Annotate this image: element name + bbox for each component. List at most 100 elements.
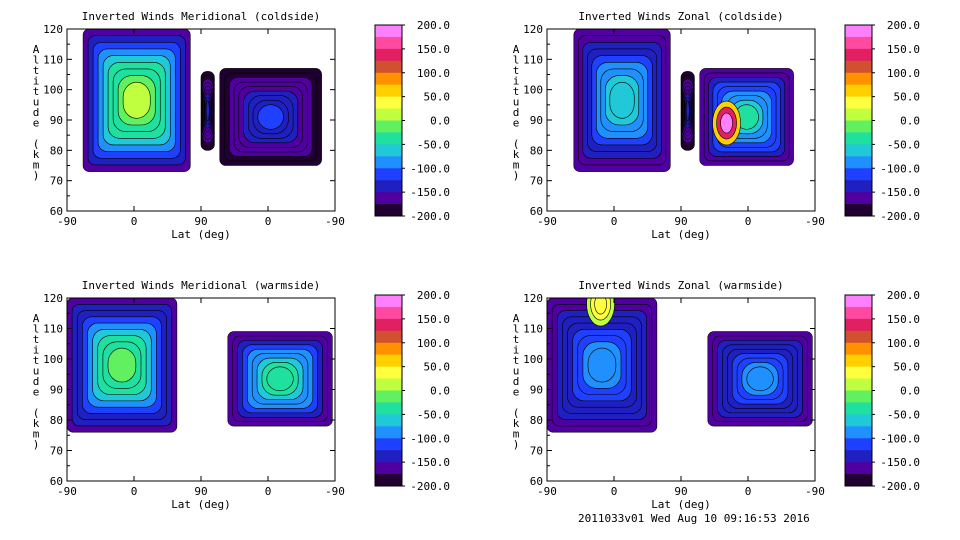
y-axis-label-char: u — [33, 365, 40, 378]
contour-level-1-9 — [609, 81, 635, 119]
x-tick-label: -90 — [57, 215, 77, 228]
colorbar: 200.0 150.0 100.0 50.0 0.0 -50.0 -100.0 -150.0 -… — [374, 289, 450, 493]
colorbar-tick-label: -150.0 — [880, 456, 920, 469]
contour-level-1-9 — [587, 347, 617, 383]
y-tick-label: 90 — [50, 384, 63, 397]
colorbar-tick-label: 150.0 — [887, 313, 920, 326]
colorbar-swatch — [845, 96, 872, 110]
y-tick-label: 60 — [530, 475, 543, 488]
x-axis-label: Lat (deg) — [651, 228, 711, 241]
y-axis-label-char: t — [33, 64, 40, 77]
contour-peak-3 — [594, 298, 607, 315]
y-axis-label-char: i — [513, 344, 520, 357]
y-axis-label-char: l — [513, 323, 520, 336]
y-axis-label-char: t — [33, 333, 40, 346]
y-tick-label: 80 — [530, 144, 543, 157]
colorbar-tick-label: -100.0 — [410, 432, 450, 445]
y-tick-label: 110 — [523, 53, 543, 66]
x-tick-label: 0 — [131, 215, 138, 228]
y-axis-label-char: l — [33, 323, 40, 336]
y-tick-label: 60 — [50, 205, 63, 218]
y-axis-label-char: m — [33, 428, 40, 441]
y-axis-label-char: i — [33, 344, 40, 357]
y-tick-label: 100 — [523, 353, 543, 366]
colorbar-tick-label: -200.0 — [880, 210, 920, 223]
colorbar-swatch — [375, 462, 402, 475]
colorbar-swatch — [375, 180, 402, 193]
y-axis-label-char: ( — [33, 138, 40, 151]
colorbar-tick-label: -50.0 — [887, 408, 920, 421]
y-axis-label-char: d — [513, 106, 520, 119]
colorbar-tick-label: -200.0 — [410, 210, 450, 223]
y-axis-label-char: e — [513, 117, 520, 130]
x-tick-label: 0 — [131, 485, 138, 498]
y-axis-label-char: u — [33, 96, 40, 109]
colorbar-swatch — [845, 120, 872, 133]
y-tick-label: 70 — [530, 445, 543, 458]
y-axis-label-char: ( — [33, 407, 40, 420]
y-tick-label: 80 — [530, 414, 543, 427]
contour-level-2-9 — [685, 100, 690, 122]
colorbar-tick-label: 200.0 — [887, 289, 920, 302]
y-tick-label: 70 — [530, 175, 543, 188]
y-tick-label: 80 — [50, 414, 63, 427]
colorbar-swatch — [375, 96, 402, 110]
colorbar-swatch — [845, 295, 872, 308]
y-tick-label: 90 — [530, 114, 543, 127]
colorbar-tick-label: -150.0 — [410, 456, 450, 469]
colorbar-swatch — [845, 84, 872, 98]
colorbar: 200.0 150.0 100.0 50.0 0.0 -50.0 -100.0 -150.0 -… — [844, 289, 920, 493]
colorbar-swatch — [375, 120, 402, 133]
y-axis-label-char: m — [33, 159, 40, 172]
colorbar-tick-label: -50.0 — [417, 408, 450, 421]
y-axis-label-char: t — [513, 333, 520, 346]
x-tick-label: 0 — [265, 485, 272, 498]
colorbar-swatch — [845, 438, 872, 451]
x-axis-label: Lat (deg) — [171, 228, 231, 241]
colorbar-tick-label: -200.0 — [410, 480, 450, 493]
contour-level-3-9 — [257, 104, 284, 130]
contour-level-1-9 — [122, 81, 151, 119]
y-tick-label: 70 — [50, 445, 63, 458]
colorbar-swatch — [375, 295, 402, 308]
x-tick-label: 90 — [674, 215, 687, 228]
y-tick-label: 100 — [523, 84, 543, 97]
x-tick-label: -90 — [325, 215, 345, 228]
colorbar-swatch — [375, 378, 402, 391]
x-tick-label: -90 — [805, 485, 825, 498]
colorbar-tick-label: -100.0 — [880, 432, 920, 445]
x-tick-label: -90 — [805, 215, 825, 228]
x-tick-label: 0 — [265, 215, 272, 228]
chart-panel-3: Inverted Winds Meridional (warmside) -90 0… — [33, 279, 450, 511]
colorbar-swatch — [845, 168, 872, 181]
colorbar-swatch — [845, 366, 872, 380]
y-tick-label: 60 — [530, 205, 543, 218]
y-axis-label-char: d — [513, 375, 520, 388]
y-axis-label-char: d — [33, 375, 40, 388]
colorbar-swatch — [845, 204, 872, 217]
colorbar-swatch — [845, 156, 872, 169]
colorbar-swatch — [845, 318, 872, 332]
colorbar-swatch — [845, 144, 872, 157]
y-tick-label: 70 — [50, 175, 63, 188]
y-axis-label-char: A — [33, 312, 40, 325]
y-axis-label-char: m — [513, 159, 520, 172]
colorbar-swatch — [845, 342, 872, 356]
y-axis-label-char: ) — [33, 438, 40, 451]
x-tick-label: 90 — [194, 215, 207, 228]
chart-panel-4: Inverted Winds Zonal (warmside) -90 0 90 0 -9… — [513, 279, 920, 511]
contour-level-2-9 — [205, 100, 210, 122]
chart-panel-1: Inverted Winds Meridional (coldside) -90 0… — [33, 10, 450, 241]
colorbar-swatch — [375, 25, 402, 38]
y-axis-label-char: ) — [513, 169, 520, 182]
contour-level-2-9 — [266, 366, 294, 392]
colorbar-swatch — [375, 60, 402, 74]
y-axis-label-char: i — [513, 75, 520, 88]
colorbar-swatch — [845, 25, 872, 38]
y-tick-label: 120 — [43, 292, 63, 305]
footer-timestamp: 2011033v01 Wed Aug 10 09:16:53 2016 — [578, 512, 810, 525]
colorbar-tick-label: -200.0 — [880, 480, 920, 493]
y-axis-label-char: d — [33, 106, 40, 119]
colorbar-tick-label: 50.0 — [894, 91, 921, 104]
colorbar-swatch — [375, 48, 402, 62]
